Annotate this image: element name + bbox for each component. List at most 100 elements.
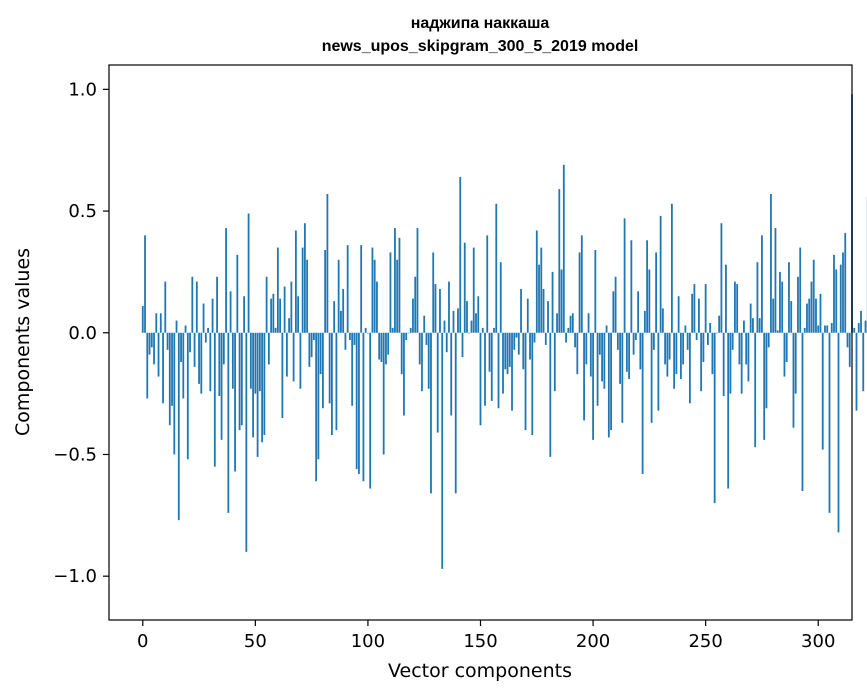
bar-256 — [718, 315, 721, 333]
bar-90 — [344, 332, 347, 350]
bar-210 — [614, 276, 617, 333]
bar-53 — [261, 332, 263, 443]
bar-28 — [204, 332, 207, 343]
bar-128 — [430, 332, 432, 494]
bar-248 — [700, 332, 703, 392]
bar-74 — [308, 332, 311, 367]
bar-200 — [592, 332, 594, 440]
bar-193 — [576, 332, 579, 375]
bar-19 — [184, 325, 187, 333]
bar-287 — [788, 262, 790, 333]
bar-100 — [367, 332, 369, 334]
bar-66 — [290, 281, 293, 333]
bar-246 — [695, 332, 698, 341]
bar-70 — [299, 332, 302, 389]
bar-209 — [612, 291, 615, 333]
bar-15 — [175, 320, 178, 333]
bar-163 — [508, 332, 511, 367]
bar-245 — [693, 284, 696, 333]
bar-108 — [385, 332, 387, 365]
bar-221 — [639, 332, 642, 370]
bar-18 — [182, 332, 185, 399]
bar-4 — [150, 332, 153, 348]
bar-38 — [227, 332, 230, 513]
bar-174 — [533, 332, 536, 343]
bar-241 — [684, 325, 687, 333]
bar-219 — [634, 332, 637, 341]
bar-274 — [758, 318, 761, 333]
bar-126 — [425, 332, 428, 345]
bar-104 — [376, 281, 378, 333]
bar-300 — [817, 325, 820, 333]
bar-159 — [499, 262, 502, 333]
bar-194 — [578, 252, 581, 333]
bar-293 — [801, 332, 804, 491]
bar-195 — [580, 235, 583, 333]
bar-233 — [666, 332, 669, 377]
bar-271 — [752, 318, 754, 333]
bar-22 — [191, 276, 194, 333]
bar-31 — [211, 298, 214, 333]
bar-279 — [770, 194, 772, 333]
bar-150 — [479, 332, 482, 426]
bar-127 — [427, 332, 430, 389]
x-tick-label: 100 — [351, 631, 385, 652]
bar-220 — [637, 291, 640, 333]
bar-202 — [596, 332, 599, 406]
bar-14 — [173, 332, 176, 455]
bar-35 — [220, 332, 223, 440]
bar-164 — [511, 332, 513, 411]
bar-103 — [373, 259, 376, 333]
bar-249 — [702, 332, 705, 362]
bar-149 — [477, 296, 480, 333]
bar-118 — [407, 332, 410, 334]
bar-10 — [164, 281, 167, 333]
bar-130 — [434, 284, 437, 333]
bar-61 — [279, 298, 282, 333]
bar-291 — [797, 276, 799, 333]
bar-76 — [312, 332, 315, 341]
bar-94 — [353, 332, 356, 345]
bar-5 — [153, 332, 155, 365]
bar-52 — [258, 332, 261, 392]
bar-21 — [189, 332, 191, 353]
bar-114 — [398, 237, 401, 333]
bar-316 — [853, 327, 856, 333]
bar-39 — [229, 291, 232, 333]
bar-268 — [745, 332, 748, 365]
bar-173 — [531, 332, 534, 435]
bar-308 — [835, 269, 838, 333]
bar-212 — [619, 332, 621, 384]
bar-295 — [806, 303, 808, 333]
bar-178 — [542, 288, 545, 333]
bar-54 — [263, 332, 266, 435]
bar-250 — [704, 284, 707, 333]
bar-309 — [837, 332, 840, 533]
bar-196 — [583, 332, 585, 421]
bar-32 — [213, 332, 216, 467]
bar-75 — [310, 332, 313, 358]
bar-152 — [484, 332, 486, 406]
bar-288 — [790, 301, 793, 333]
bar-284 — [781, 281, 784, 333]
bar-98 — [362, 332, 365, 482]
bar-91 — [346, 245, 349, 333]
bar-172 — [529, 332, 531, 360]
bar-73 — [306, 259, 309, 333]
y-tick-label: −0.5 — [53, 444, 97, 465]
bar-275 — [761, 235, 763, 333]
bar-143 — [463, 242, 466, 333]
bar-23 — [193, 332, 196, 367]
bar-160 — [502, 332, 504, 394]
bar-17 — [180, 332, 182, 362]
bar-270 — [749, 303, 752, 333]
bar-56 — [267, 332, 270, 365]
bar-133 — [441, 332, 444, 569]
bar-67 — [292, 332, 295, 382]
bar-214 — [623, 218, 626, 333]
bar-251 — [707, 332, 709, 345]
bar-314 — [848, 332, 851, 367]
bar-121 — [414, 276, 417, 333]
bar-191 — [571, 313, 574, 333]
x-tick-label: 200 — [576, 631, 610, 652]
